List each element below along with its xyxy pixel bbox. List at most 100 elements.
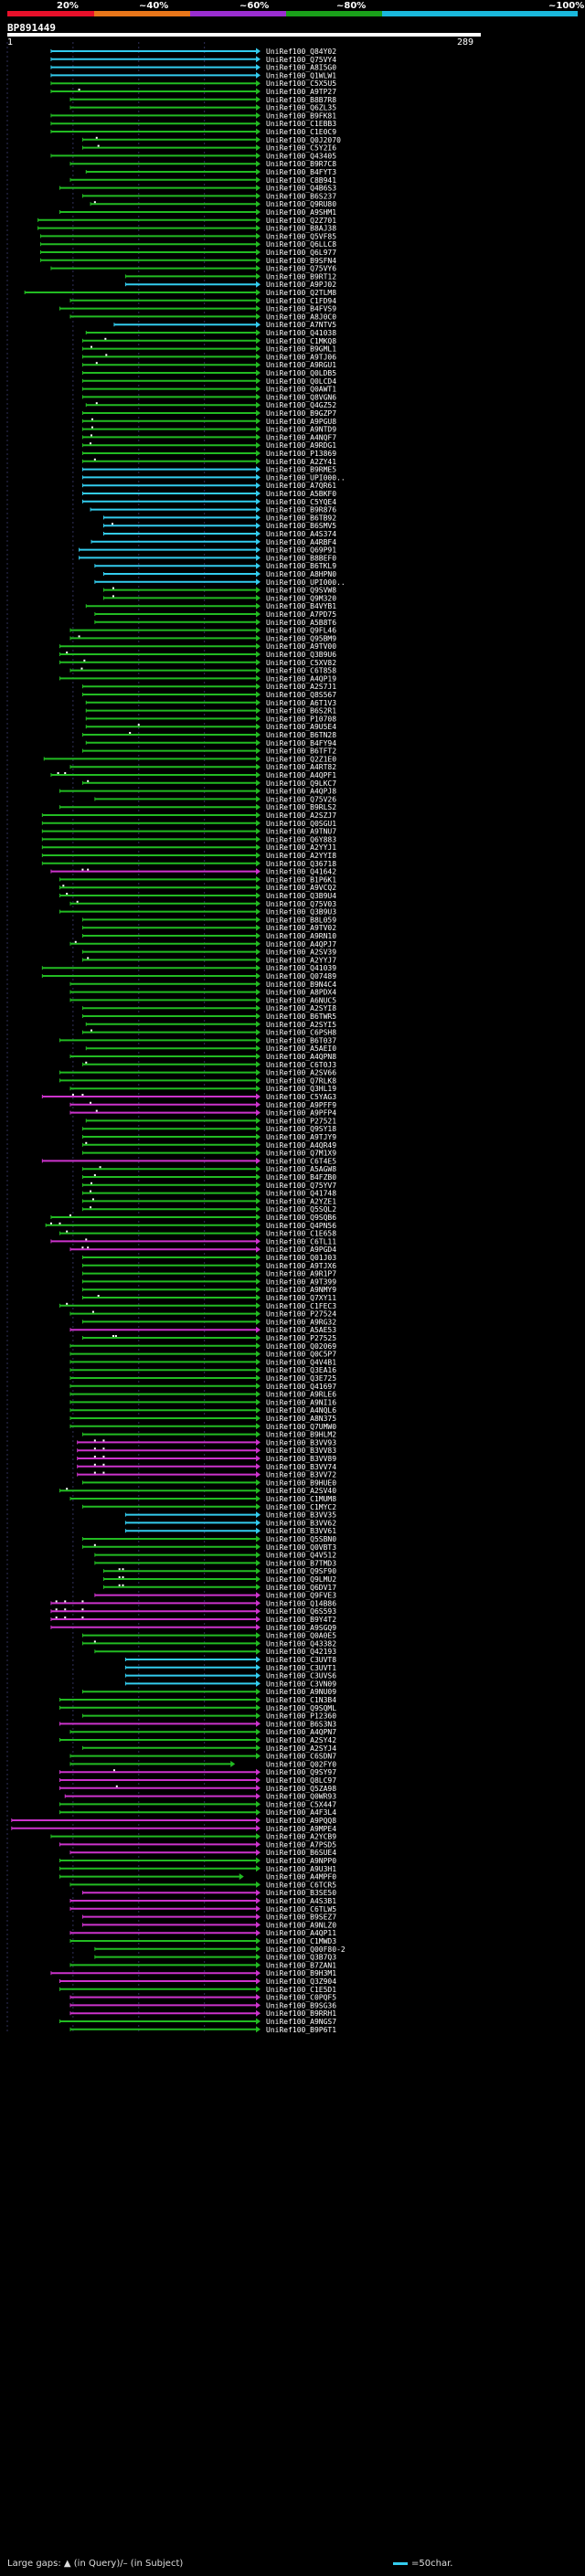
hit-row[interactable]: UniRef100_Q4PN56 bbox=[45, 1222, 336, 1230]
hit-row[interactable]: UniRef100_A9NLZ0 bbox=[81, 1921, 336, 1929]
hit-row[interactable]: UniRef100_Q6ZL35 bbox=[69, 104, 336, 112]
hit-row[interactable]: UniRef100_Q4V4B1 bbox=[69, 1358, 336, 1366]
hit-row[interactable]: UniRef100_Q75YV7 bbox=[81, 1182, 336, 1190]
hit-row[interactable]: UniRef100_Q75V26 bbox=[94, 795, 336, 803]
hit-row[interactable]: UniRef100_Q9SQML bbox=[59, 1704, 337, 1712]
hit-row[interactable]: UniRef100_C5X5U5 bbox=[50, 80, 336, 88]
hit-row[interactable]: UniRef100_A9SHM1 bbox=[59, 208, 337, 217]
hit-row[interactable]: UniRef100_Q0J2070 bbox=[81, 136, 341, 144]
hit-row[interactable]: UniRef100_A2YZE1 bbox=[81, 1197, 336, 1205]
hit-row[interactable]: UniRef100_B9P6T1 bbox=[69, 2026, 336, 2034]
hit-row[interactable]: UniRef100_A4S3B1 bbox=[69, 1897, 336, 1905]
hit-row[interactable]: UniRef100_Q9FVE3 bbox=[94, 1592, 336, 1600]
hit-row[interactable]: UniRef100_Q6S593 bbox=[50, 1607, 336, 1616]
hit-row[interactable]: UniRef100_C3VN09 bbox=[124, 1680, 336, 1688]
hit-row[interactable]: UniRef100_A9RLE6 bbox=[69, 1391, 336, 1399]
hit-row[interactable]: UniRef100_C5YAG3 bbox=[41, 1093, 336, 1101]
hit-row[interactable]: UniRef100_C6TLW5 bbox=[69, 1905, 336, 1913]
hit-row[interactable]: UniRef100_Q42193 bbox=[94, 1648, 336, 1656]
hit-row[interactable]: UniRef100_Q41748 bbox=[81, 1190, 336, 1198]
hit-row[interactable]: UniRef100_P12360 bbox=[81, 1712, 336, 1721]
hit-row[interactable]: UniRef100_A8HPN0 bbox=[102, 570, 336, 578]
hit-row[interactable]: UniRef100_A6T1V3 bbox=[85, 699, 336, 707]
hit-row[interactable]: UniRef100_Q9SF90 bbox=[102, 1567, 336, 1575]
hit-row[interactable]: UniRef100_Q5SQL2 bbox=[81, 1205, 336, 1214]
hit-row[interactable]: UniRef100_Q5VF85 bbox=[39, 232, 336, 240]
hit-row[interactable]: UniRef100_A9TJ06 bbox=[81, 353, 336, 361]
hit-row[interactable]: UniRef100_Q0LCD4 bbox=[81, 377, 336, 386]
hit-row[interactable]: UniRef100_B4VYB1 bbox=[85, 602, 336, 610]
hit-row[interactable]: UniRef100_C1N3B4 bbox=[59, 1696, 337, 1704]
hit-row[interactable]: UniRef100_Q43382 bbox=[81, 1639, 336, 1648]
hit-row[interactable]: UniRef100_Q95BM9 bbox=[69, 634, 336, 642]
hit-row[interactable]: UniRef100_B3VV93 bbox=[77, 1438, 337, 1447]
hit-row[interactable]: UniRef100_Q3B9U6 bbox=[59, 651, 337, 659]
hit-row[interactable]: UniRef100_Q3Z904 bbox=[59, 1977, 337, 1986]
hit-row[interactable]: UniRef100_A9TJX6 bbox=[81, 1262, 336, 1270]
hit-row[interactable]: UniRef100_A2SYI5 bbox=[85, 1021, 336, 1029]
hit-row[interactable]: UniRef100_B4FY94 bbox=[85, 739, 336, 747]
hit-row[interactable]: UniRef100_C6T4E5 bbox=[41, 1157, 336, 1165]
hit-row[interactable]: UniRef100_Q0LDB5 bbox=[81, 369, 336, 377]
hit-row[interactable]: UniRef100_A5AE53 bbox=[69, 1326, 336, 1334]
hit-row[interactable]: UniRef100_P27524 bbox=[69, 1310, 336, 1319]
hit-row[interactable]: UniRef100_A7PD75 bbox=[94, 610, 336, 619]
hit-row[interactable]: UniRef100_Q2Z1E0 bbox=[43, 755, 336, 763]
hit-row[interactable]: UniRef100_A9NI16 bbox=[69, 1398, 336, 1406]
hit-row[interactable]: UniRef100_A4QPJ7 bbox=[69, 940, 336, 949]
hit-row[interactable]: UniRef100_A2ZY41 bbox=[81, 458, 336, 466]
hit-row[interactable]: UniRef100_Q9M320 bbox=[102, 594, 336, 602]
hit-row[interactable]: UniRef100_B4FYT3 bbox=[85, 168, 336, 176]
hit-row[interactable]: UniRef100_B3SE50 bbox=[81, 1889, 336, 1897]
hit-row[interactable]: UniRef100_Q7RLK8 bbox=[59, 1076, 337, 1085]
hit-row[interactable]: UniRef100_A4F3L4 bbox=[59, 1808, 337, 1817]
hit-row[interactable]: UniRef100_B3VV62 bbox=[124, 1519, 336, 1527]
hit-row[interactable]: UniRef100_A4RT82 bbox=[69, 763, 336, 771]
hit-row[interactable]: UniRef100_A9NMY9 bbox=[81, 1286, 336, 1294]
hit-row[interactable]: UniRef100_C5YQE4 bbox=[81, 498, 336, 506]
hit-row[interactable]: UniRef100_Q3HL19 bbox=[69, 1085, 336, 1093]
hit-row[interactable]: UniRef100_B9HUE0 bbox=[81, 1479, 336, 1487]
hit-row[interactable]: UniRef100_B9FK81 bbox=[50, 111, 336, 120]
hit-row[interactable]: UniRef100_C5Y2I6 bbox=[81, 144, 336, 153]
hit-row[interactable]: UniRef100_A9NTD9 bbox=[81, 426, 336, 434]
hit-row[interactable]: UniRef100_B3VV35 bbox=[124, 1511, 336, 1520]
hit-row[interactable]: UniRef100_A9T399 bbox=[81, 1277, 336, 1286]
hit-row[interactable]: UniRef100_C1MYC2 bbox=[81, 1503, 336, 1511]
hit-row[interactable]: UniRef100_Q75V03 bbox=[69, 900, 336, 908]
hit-row[interactable]: UniRef100_A2YYI8 bbox=[41, 852, 336, 860]
hit-row[interactable]: UniRef100_A9TP27 bbox=[50, 88, 336, 96]
hit-row[interactable]: UniRef100_Q8LC97 bbox=[59, 1776, 337, 1785]
hit-row[interactable]: UniRef100_A9VCQ2 bbox=[59, 884, 337, 892]
hit-row[interactable]: UniRef100_A7PSD5 bbox=[59, 1840, 337, 1849]
hit-row[interactable]: UniRef100_B1P6K1 bbox=[59, 875, 337, 884]
hit-row[interactable]: UniRef100_Q3EA16 bbox=[69, 1366, 336, 1374]
hit-row[interactable]: UniRef100_A2YCB9 bbox=[50, 1833, 336, 1841]
hit-row[interactable]: UniRef100_C6PSH8 bbox=[81, 1029, 336, 1037]
hit-row[interactable]: UniRef100_B9RT12 bbox=[124, 272, 336, 281]
hit-row[interactable]: UniRef100_B9GZP7 bbox=[81, 409, 336, 418]
hit-row[interactable]: UniRef100_A4QPN8 bbox=[69, 1053, 336, 1061]
hit-row[interactable]: UniRef100_A5BKF0 bbox=[81, 490, 336, 498]
hit-row[interactable]: UniRef100_A8I5G0 bbox=[50, 64, 336, 72]
hit-row[interactable]: UniRef100_A8N375 bbox=[69, 1415, 336, 1423]
hit-row[interactable]: UniRef100_B4FVS9 bbox=[59, 305, 337, 313]
hit-row[interactable]: UniRef100_C8B941 bbox=[69, 176, 336, 185]
hit-row[interactable]: UniRef100_Q8S567 bbox=[81, 691, 336, 699]
hit-row[interactable]: UniRef100_A2SV40 bbox=[59, 1487, 337, 1495]
hit-row[interactable]: UniRef100_Q75VY4 bbox=[50, 56, 336, 64]
hit-row[interactable]: UniRef100_P27525 bbox=[81, 1334, 336, 1342]
hit-row[interactable]: UniRef100_B3VV83 bbox=[77, 1447, 337, 1455]
hit-row[interactable]: UniRef100_A9TV02 bbox=[81, 924, 336, 932]
hit-row[interactable]: UniRef100_B9R7C8 bbox=[69, 160, 336, 168]
hit-row[interactable]: UniRef100_B9GML1 bbox=[81, 345, 336, 354]
hit-row[interactable]: UniRef100_A9PGD4 bbox=[69, 1246, 336, 1254]
hit-row[interactable]: UniRef100_Q3B9U3 bbox=[59, 908, 337, 917]
hit-row[interactable]: UniRef100_A8J0C0 bbox=[69, 313, 336, 321]
hit-row[interactable]: UniRef100_Q75VY6 bbox=[50, 265, 336, 273]
hit-row[interactable]: UniRef100_C1E658 bbox=[59, 1230, 337, 1238]
hit-row[interactable]: UniRef100_Q0AWT1 bbox=[81, 386, 336, 394]
hit-row[interactable]: UniRef100_A2SY42 bbox=[59, 1736, 337, 1744]
hit-row[interactable]: UniRef100_B6TKL9 bbox=[94, 562, 336, 570]
hit-row[interactable]: UniRef100_B3VV74 bbox=[77, 1463, 337, 1471]
